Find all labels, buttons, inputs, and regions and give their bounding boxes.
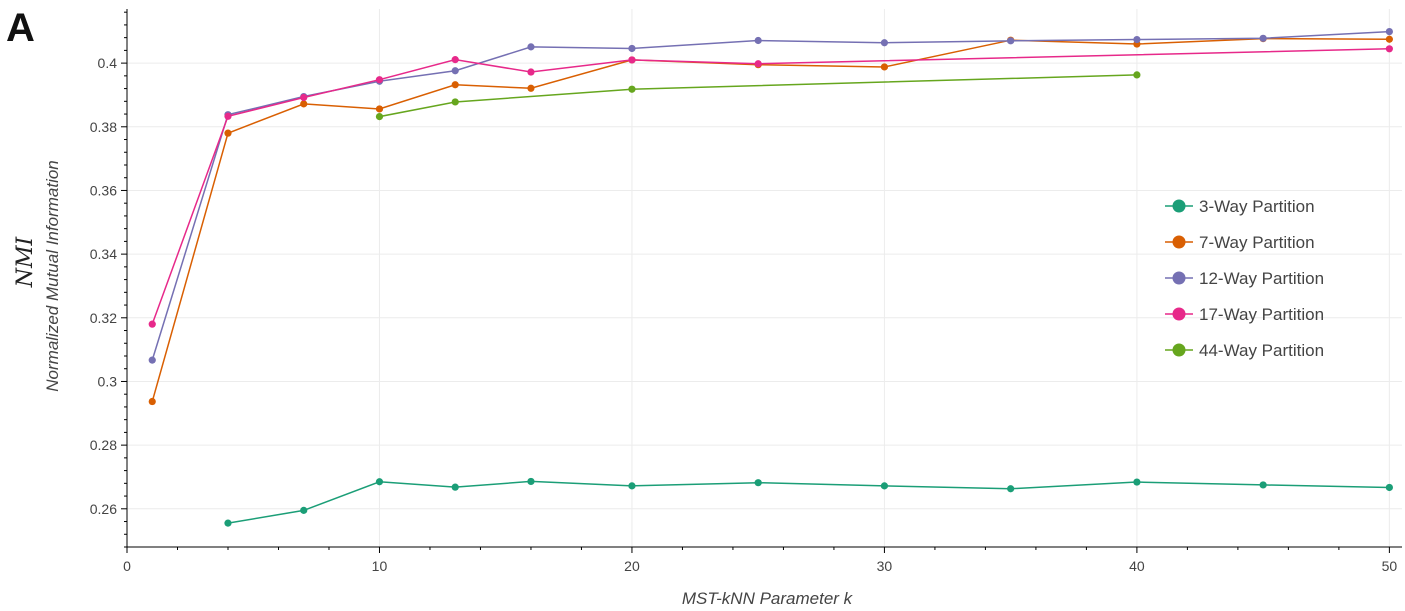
x-tick-label: 30 (877, 558, 893, 574)
data-point (148, 356, 156, 364)
y-tick-label: 0.38 (90, 119, 117, 135)
data-point (375, 478, 384, 486)
data-point (451, 67, 459, 75)
y-tick-label: 0.28 (90, 437, 117, 453)
data-point (880, 39, 889, 47)
data-point (451, 81, 459, 89)
series-line (227, 480, 1390, 524)
data-point (527, 477, 535, 486)
data-point (1133, 35, 1141, 44)
data-point (148, 320, 156, 328)
data-point (880, 63, 889, 71)
legend-marker (1172, 199, 1186, 213)
data-point (1007, 485, 1015, 493)
data-point (628, 482, 636, 490)
y-tick-label: 0.36 (90, 182, 117, 198)
data-point (880, 482, 889, 490)
data-point (1259, 34, 1267, 42)
data-point (375, 113, 384, 121)
x-tick-label: 0 (123, 558, 131, 574)
y-tick-label: 0.3 (98, 373, 118, 389)
data-point (1385, 45, 1393, 53)
data-point (451, 98, 459, 106)
y-axis-title: Normalized Mutual Information (43, 160, 62, 391)
legend-label: 3-Way Partition (1199, 197, 1315, 216)
data-series (148, 28, 1393, 527)
legend-marker (1172, 271, 1186, 285)
data-point (1385, 483, 1393, 492)
data-point (754, 479, 762, 487)
y-tick-label: 0.26 (90, 501, 117, 517)
axes: 0 10 20 30 40 50 0.26 0.28 0.3 0.32 0.34 0.36 0.38 0.… (90, 9, 1402, 574)
data-point (451, 483, 459, 491)
y-axis-symbol: NMI (13, 235, 38, 288)
data-point (754, 36, 762, 45)
data-point (375, 105, 384, 113)
x-tick-label: 20 (624, 558, 640, 574)
data-point (224, 112, 232, 120)
legend-label: 17-Way Partition (1199, 305, 1324, 324)
data-point (1133, 478, 1141, 486)
data-point (148, 397, 156, 406)
legend-label: 44-Way Partition (1199, 341, 1324, 360)
data-point (375, 76, 384, 84)
legend-marker (1172, 343, 1186, 357)
y-tick-label: 0.4 (98, 55, 118, 71)
data-point (1259, 481, 1267, 489)
y-tick-label: 0.34 (90, 246, 117, 262)
data-point (224, 129, 232, 137)
x-tick-label: 10 (372, 558, 388, 574)
data-point (451, 56, 459, 64)
data-point (527, 68, 535, 76)
data-point (224, 519, 232, 527)
legend-marker (1172, 235, 1186, 249)
x-tick-label: 40 (1129, 558, 1145, 574)
data-point (527, 43, 535, 51)
x-tick-label: 50 (1382, 558, 1398, 574)
legend: 3-Way Partition 7-Way Partition 12-Way Par… (1165, 197, 1324, 360)
x-axis-title: MST-kNN Parameter k (682, 589, 854, 608)
data-point (300, 100, 308, 108)
data-point (300, 93, 308, 102)
data-point (754, 60, 762, 68)
series-line (379, 74, 1137, 118)
data-point (628, 56, 636, 64)
data-point (1007, 37, 1015, 45)
legend-label: 12-Way Partition (1199, 269, 1324, 288)
panel-label: A (6, 6, 35, 50)
data-point (628, 44, 636, 53)
y-tick-label: 0.32 (90, 310, 117, 326)
data-point (1385, 35, 1393, 43)
data-point (1385, 28, 1393, 36)
data-point (527, 84, 535, 92)
legend-label: 7-Way Partition (1199, 233, 1315, 252)
data-point (628, 85, 636, 93)
legend-marker (1172, 307, 1186, 321)
data-point (300, 506, 308, 514)
data-point (1133, 71, 1141, 79)
